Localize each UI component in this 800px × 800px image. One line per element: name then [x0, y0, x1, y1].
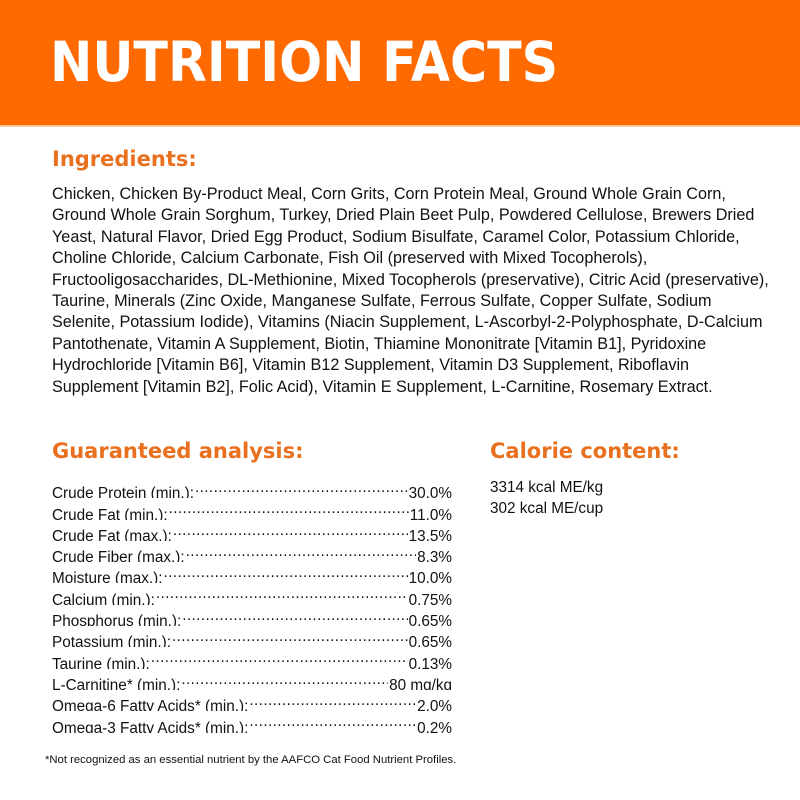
analysis-row: Crude Protein (min.): 30.0% [52, 477, 452, 498]
page-title: NUTRITION FACTS [50, 30, 559, 94]
analysis-value: 0.13% [408, 655, 452, 669]
analysis-value: 0.65% [408, 634, 452, 648]
analysis-label: Omega-6 Fatty Acids* (min.): [52, 698, 249, 712]
ingredients-heading: Ingredients: [52, 147, 197, 171]
analysis-row: Taurine (min.): 0.13% [52, 647, 452, 668]
analysis-label: Omega-3 Fatty Acids* (min.): [52, 719, 249, 733]
analysis-value: 0.65% [408, 613, 452, 627]
analysis-label: Crude Fiber (max.): [52, 549, 185, 563]
dot-leader [181, 669, 388, 690]
dot-leader [182, 605, 407, 626]
analysis-value: 8.3% [417, 549, 452, 563]
analysis-row: Crude Fat (min.): 11.0% [52, 498, 452, 519]
analysis-row: Calcium (min.): 0.75% [52, 583, 452, 604]
analysis-label: Taurine (min.): [52, 655, 150, 669]
analysis-label: Calcium (min.): [52, 591, 155, 605]
calorie-content-heading: Calorie content: [490, 439, 680, 463]
analysis-row: Omega-3 Fatty Acids* (min.): 0.2% [52, 711, 452, 732]
analysis-row: Phosphorus (min.): 0.65% [52, 605, 452, 626]
analysis-value: 0.2% [417, 719, 452, 733]
analysis-label: Potassium (min.): [52, 634, 171, 648]
footnote: *Not recognized as an essential nutrient… [45, 754, 457, 766]
analysis-row: Crude Fiber (max.): 8.3% [52, 541, 452, 562]
analysis-row: L-Carnitine* (min.): 80 mg/kg [52, 669, 452, 690]
analysis-value: 10.0% [408, 570, 452, 584]
analysis-label: Moisture (max.): [52, 570, 163, 584]
analysis-row: Omega-6 Fatty Acids* (min.): 2.0% [52, 690, 452, 711]
analysis-row: Crude Fat (max.): 13.5% [52, 520, 452, 541]
analysis-value: 13.5% [408, 527, 452, 541]
dot-leader [195, 477, 408, 498]
guaranteed-analysis-list: Crude Protein (min.): 30.0% Crude Fat (m… [52, 477, 452, 733]
analysis-value: 30.0% [408, 485, 452, 499]
analysis-row: Potassium (min.): 0.65% [52, 626, 452, 647]
calorie-row: 3314 kcal ME/kg [490, 479, 604, 496]
calorie-row: 302 kcal ME/cup [490, 500, 604, 518]
analysis-label: Crude Fat (max.): [52, 527, 172, 541]
analysis-label: L-Carnitine* (min.): [52, 676, 181, 690]
ingredients-text: Chicken, Chicken By-Product Meal, Corn G… [52, 185, 769, 396]
analysis-label: Crude Protein (min.): [52, 485, 194, 499]
analysis-value: 0.75% [408, 591, 452, 605]
dot-leader [249, 690, 416, 711]
dot-leader [173, 520, 408, 541]
analysis-row: Moisture (max.): 10.0% [52, 562, 452, 583]
guaranteed-analysis-heading: Guaranteed analysis: [52, 439, 304, 463]
analysis-value: 80 mg/kg [389, 676, 452, 690]
dot-leader [172, 626, 408, 647]
dot-leader [249, 711, 416, 732]
dot-leader [186, 541, 417, 562]
calorie-content-list: 3314 kcal ME/kg 302 kcal ME/cup [490, 477, 603, 520]
analysis-value: 2.0% [417, 698, 452, 712]
header-band: NUTRITION FACTS [0, 0, 800, 127]
analysis-label: Phosphorus (min.): [52, 613, 182, 627]
dot-leader [151, 647, 408, 668]
dot-leader [169, 498, 409, 519]
analysis-label: Crude Fat (min.): [52, 506, 168, 520]
dot-leader [164, 562, 408, 583]
dot-leader [156, 583, 408, 604]
analysis-value: 11.0% [409, 506, 452, 520]
